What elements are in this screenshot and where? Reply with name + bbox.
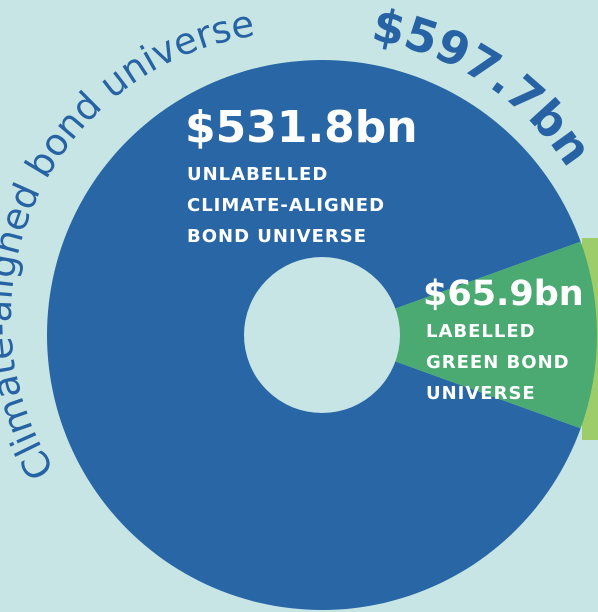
unlabelled-value-label: $531.8bn	[185, 102, 418, 153]
slice-labelled-green-bond	[322, 241, 598, 429]
labelled-label-line-1: LABELLED	[426, 321, 536, 342]
labelled-label-line-2: GREEN BOND	[426, 352, 570, 373]
unlabelled-label-line-1: UNLABELLED	[187, 164, 328, 185]
labelled-label-line-3: UNIVERSE	[426, 383, 536, 404]
labelled-value-label: $65.9bn	[423, 274, 584, 314]
donut-hole	[244, 257, 400, 413]
unlabelled-label-line-2: CLIMATE-ALIGNED	[187, 195, 385, 216]
unlabelled-label-line-3: BOND UNIVERSE	[187, 226, 367, 247]
